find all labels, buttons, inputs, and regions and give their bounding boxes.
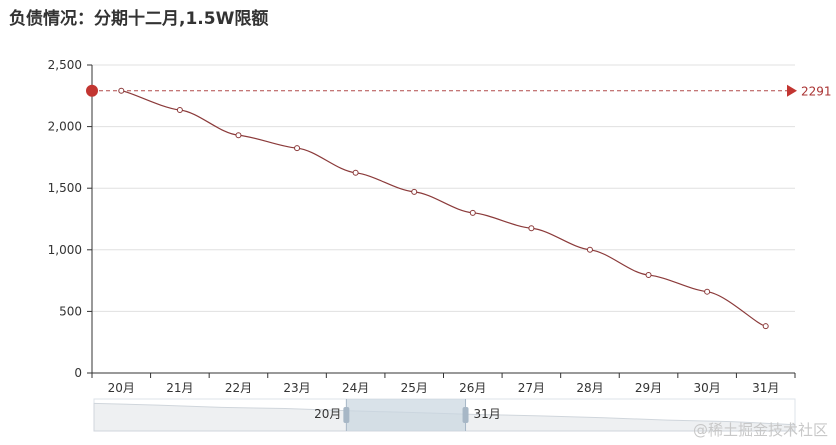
data-point — [586, 246, 593, 253]
x-tick-label: 21月 — [166, 381, 193, 395]
x-tick-label: 27月 — [518, 381, 545, 395]
data-point — [469, 209, 476, 216]
data-point — [645, 272, 652, 279]
data-point — [352, 169, 359, 176]
data-point — [235, 132, 242, 139]
y-tick-label: 2,500 — [48, 58, 82, 72]
data-zoom-start-label: 20月 — [314, 407, 341, 421]
data-point — [762, 323, 769, 330]
mark-line-arrow — [787, 84, 797, 97]
data-zoom-start-handle[interactable] — [343, 407, 350, 423]
x-tick-label: 31月 — [752, 381, 779, 395]
y-tick-label: 1,000 — [48, 243, 82, 257]
x-tick-label: 25月 — [401, 381, 428, 395]
x-tick-label: 30月 — [693, 381, 720, 395]
data-zoom-end-label: 31月 — [474, 407, 501, 421]
x-tick-label: 28月 — [576, 381, 603, 395]
y-tick-label: 2,000 — [48, 120, 82, 134]
y-tick-label: 500 — [59, 304, 82, 318]
chart-title: 负债情况：分期十二月,1.5W限额 — [9, 9, 269, 29]
y-tick-label: 1,500 — [48, 181, 82, 195]
x-tick-label: 22月 — [225, 381, 252, 395]
x-tick-label: 26月 — [459, 381, 486, 395]
x-tick-label: 24月 — [342, 381, 369, 395]
x-tick-label: 20月 — [108, 381, 135, 395]
mark-line-start-dot — [86, 84, 98, 97]
data-zoom-end-handle[interactable] — [462, 407, 469, 423]
mark-line-label: 2291 — [801, 85, 832, 99]
data-zoom-selection[interactable] — [346, 399, 466, 431]
watermark: @稀土掘金技术社区 — [692, 421, 828, 439]
y-tick-label: 0 — [74, 366, 82, 380]
x-tick-label: 23月 — [283, 381, 310, 395]
data-point — [704, 288, 711, 295]
data-point — [176, 106, 183, 113]
data-point — [118, 87, 125, 94]
series-line — [121, 90, 766, 327]
x-tick-label: 29月 — [635, 381, 662, 395]
data-point — [528, 225, 535, 232]
data-point — [294, 145, 301, 152]
data-point — [411, 188, 418, 195]
